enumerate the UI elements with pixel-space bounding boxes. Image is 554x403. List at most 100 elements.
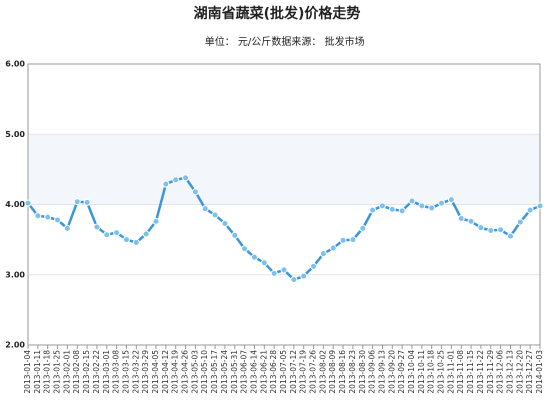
unit: 单位： 元/公斤 (205, 35, 272, 48)
x-tick-label: 2013-01-18 (43, 350, 52, 394)
x-tick-label: 2013-04-05 (151, 350, 160, 394)
x-tick-label: 2013-10-25 (437, 350, 446, 394)
data-point (467, 217, 475, 225)
data-point (487, 226, 495, 234)
data-point (221, 219, 229, 227)
x-tick-label: 2013-11-29 (486, 350, 495, 394)
data-point (142, 230, 150, 238)
data-point (349, 236, 357, 244)
x-tick-label: 2013-05-03 (190, 350, 199, 394)
data-point (506, 232, 514, 240)
data-point (182, 174, 190, 182)
source: 数据来源： 批发市场 (271, 35, 364, 48)
x-tick-label: 2013-01-11 (33, 350, 42, 394)
x-tick-label: 2013-12-27 (525, 350, 534, 394)
x-tick-label: 2013-04-19 (171, 350, 180, 394)
x-tick-label: 2013-05-10 (200, 350, 209, 394)
x-tick-label: 2013-06-07 (240, 350, 249, 394)
data-point (103, 231, 111, 239)
data-point (24, 199, 32, 207)
data-point (516, 218, 524, 226)
data-point (152, 217, 160, 225)
chart-title: 湖南省蔬菜(批发)价格走势 (194, 5, 361, 22)
y-tick-label: 5.00 (5, 130, 25, 139)
data-point (280, 266, 288, 274)
data-point (378, 202, 386, 210)
x-tick-label: 2013-11-15 (466, 350, 475, 394)
x-tick-label: 2013-06-28 (269, 350, 278, 394)
data-point (54, 216, 62, 224)
grid-band (28, 134, 540, 205)
x-tick-label: 2013-02-08 (72, 350, 81, 394)
x-tick-label: 2013-12-06 (496, 350, 505, 394)
x-tick-label: 2014-01-03 (535, 350, 544, 394)
data-point (339, 236, 347, 244)
data-point (63, 224, 71, 232)
data-point (447, 196, 455, 204)
x-tick-label: 2013-01-25 (53, 350, 62, 394)
data-point (201, 205, 209, 213)
x-tick-label: 2013-02-22 (92, 350, 101, 394)
x-tick-label: 2013-12-20 (515, 350, 524, 394)
x-tick-label: 2013-03-01 (102, 350, 111, 394)
x-tick-label: 2013-01-04 (23, 350, 32, 394)
data-point (457, 215, 465, 223)
x-tick-label: 2013-08-23 (348, 350, 357, 394)
y-tick-label: 2.00 (5, 341, 25, 350)
x-tick-label: 2013-09-06 (368, 350, 377, 394)
data-point (319, 250, 327, 258)
x-tick-label: 2013-10-11 (417, 350, 426, 394)
x-tick-label: 2013-09-13 (377, 350, 386, 394)
data-point (526, 206, 534, 214)
data-point (231, 231, 239, 239)
x-tick-label: 2013-08-02 (318, 350, 327, 394)
x-tick-label: 2013-11-22 (476, 350, 485, 394)
x-tick-label: 2013-10-04 (407, 350, 416, 394)
x-tick-label: 2013-07-05 (279, 350, 288, 394)
data-point (73, 198, 81, 206)
x-tick-label: 2013-08-16 (338, 350, 347, 394)
x-tick-label: 2013-03-22 (131, 350, 140, 394)
x-tick-label: 2013-10-18 (427, 350, 436, 394)
x-tick-label: 2013-03-15 (121, 350, 130, 394)
data-point (122, 236, 130, 244)
data-point (388, 205, 396, 213)
x-tick-label: 2013-04-12 (161, 350, 170, 394)
x-tick-label: 2013-09-27 (397, 350, 406, 394)
x-tick-label: 2013-04-26 (181, 350, 190, 394)
data-point (113, 229, 121, 237)
x-tick-label: 2013-06-21 (259, 350, 268, 394)
y-tick-label: 6.00 (5, 60, 25, 69)
data-point (369, 206, 377, 214)
data-point (270, 269, 278, 277)
data-point (211, 211, 219, 219)
data-point (477, 224, 485, 232)
x-tick-label: 2013-05-17 (210, 350, 219, 394)
data-point (260, 259, 268, 267)
data-point (329, 244, 337, 252)
data-point (83, 198, 91, 206)
x-tick-label: 2013-06-14 (249, 350, 258, 394)
x-tick-label: 2013-07-26 (309, 350, 318, 394)
data-point (162, 180, 170, 188)
data-point (438, 199, 446, 207)
data-point (359, 224, 367, 232)
y-tick-label: 4.00 (5, 200, 25, 209)
data-point (241, 245, 249, 253)
x-tick-label: 2013-02-01 (62, 350, 71, 394)
x-tick-label: 2013-03-29 (141, 350, 150, 394)
x-tick-label: 2013-02-15 (82, 350, 91, 394)
data-point (408, 197, 416, 205)
x-tick-label: 2013-03-08 (112, 350, 121, 394)
data-point (398, 207, 406, 215)
data-point (536, 202, 544, 210)
data-point (250, 253, 258, 261)
x-tick-label: 2013-11-08 (456, 350, 465, 394)
data-point (290, 276, 298, 284)
data-point (418, 202, 426, 210)
data-point (310, 262, 318, 270)
y-tick-label: 3.00 (5, 270, 25, 279)
x-tick-label: 2013-07-19 (299, 350, 308, 394)
x-tick-label: 2013-05-24 (220, 350, 229, 394)
